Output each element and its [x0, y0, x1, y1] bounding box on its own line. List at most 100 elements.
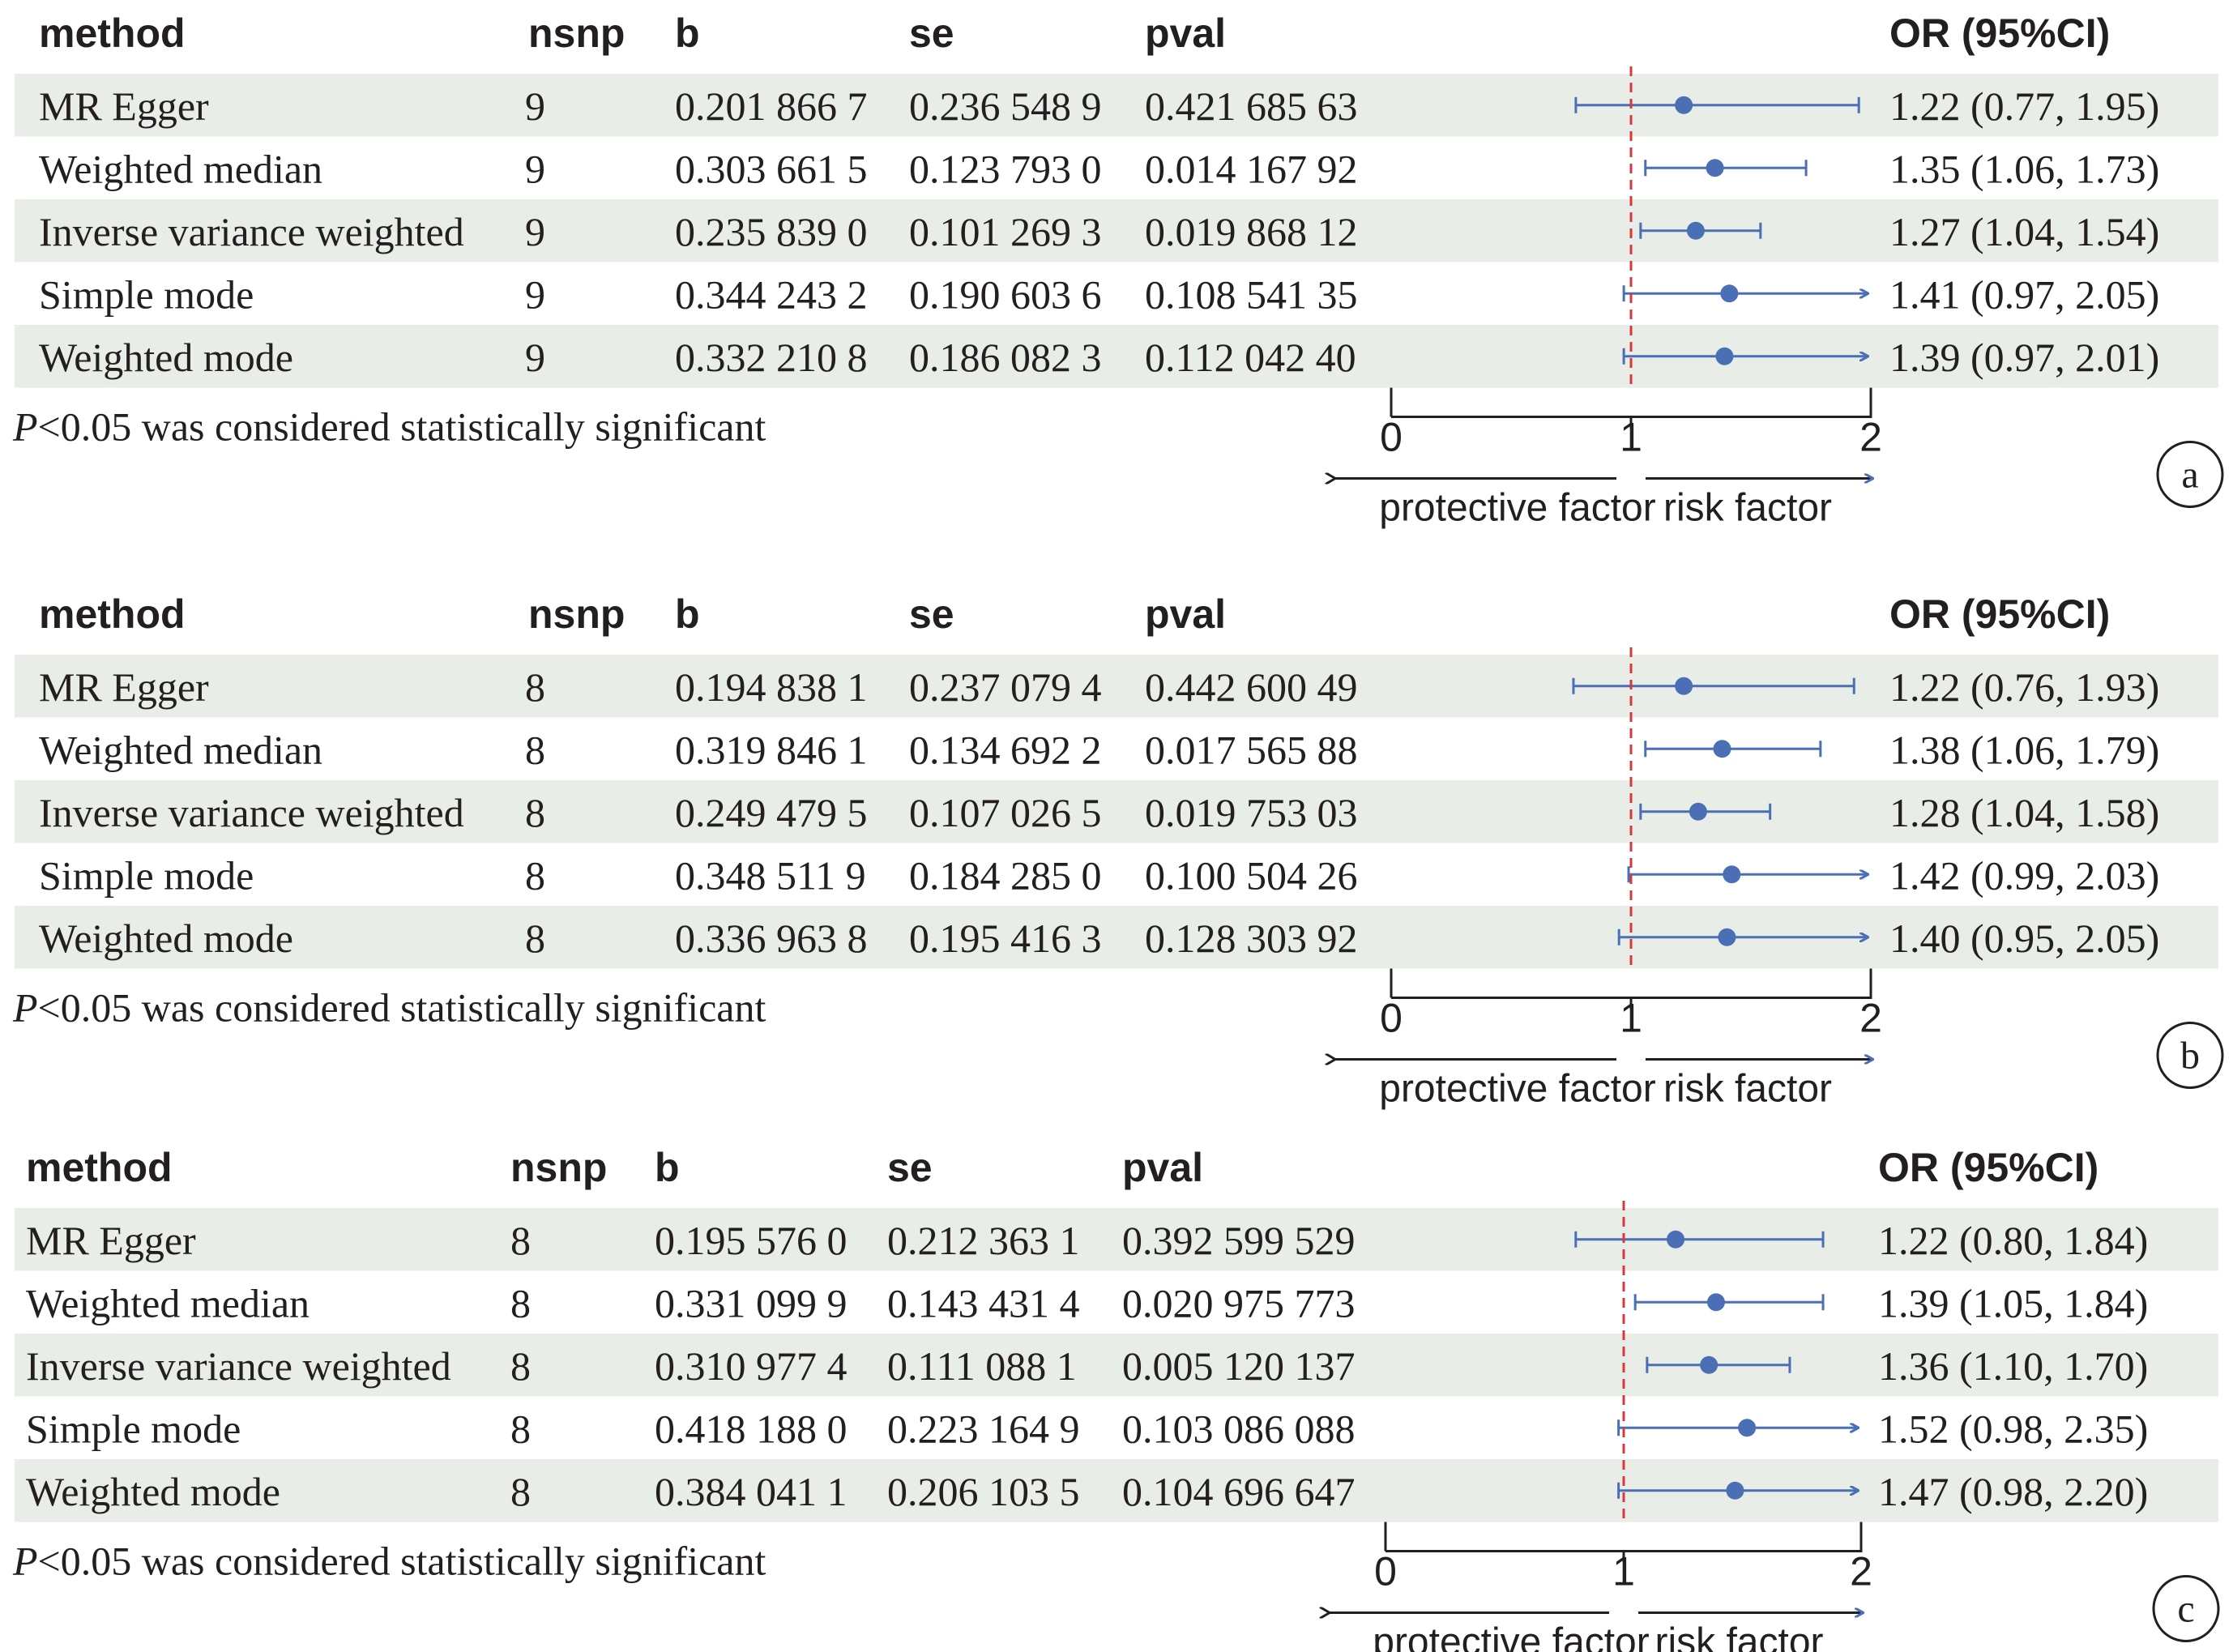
header-method: method — [39, 11, 186, 56]
header-nsnp: nsnp — [528, 591, 625, 637]
x-axis — [1390, 387, 1872, 418]
cell-se: 0.101 269 3 — [909, 209, 1102, 254]
row-shade — [15, 1334, 2218, 1397]
cell-b: 0.303 661 5 — [675, 146, 868, 191]
or-point — [1689, 802, 1707, 821]
cell-b: 0.418 188 0 — [655, 1406, 848, 1451]
footnote-p: P — [12, 404, 38, 450]
x-tick-label: 0 — [1380, 996, 1403, 1041]
or-point — [1706, 159, 1724, 177]
cell-se: 0.236 548 9 — [909, 83, 1102, 129]
cell-pval: 0.020 975 773 — [1122, 1280, 1356, 1325]
or-point — [1667, 1230, 1685, 1249]
cell-se: 0.107 026 5 — [909, 790, 1102, 835]
header-pval: pval — [1145, 591, 1226, 637]
cell-or-ci: 1.36 (1.10, 1.70) — [1878, 1343, 2148, 1389]
table-row: Inverse variance weighted 8 0.249 479 5 0.1… — [15, 780, 2218, 843]
cell-se: 0.111 088 1 — [887, 1343, 1077, 1389]
row-shade — [15, 780, 2218, 843]
cell-nsnp: 9 — [525, 146, 545, 191]
or-point — [1700, 1355, 1719, 1374]
panel-c: method nsnp b se pval OR (95%CI) MR Egger 8 0.19… — [12, 1145, 2220, 1652]
cell-pval: 0.392 599 529 — [1122, 1218, 1356, 1263]
header-b: b — [655, 1145, 680, 1190]
x-tick-label: 2 — [1859, 415, 1882, 460]
x-tick-label: 2 — [1850, 1549, 1872, 1594]
table-row: Simple mode 9 0.344 243 2 0.190 603 6 0.108 … — [39, 271, 2159, 317]
header-b: b — [675, 11, 700, 56]
header-or: OR (95%CI) — [1878, 1145, 2099, 1190]
header-method: method — [39, 591, 186, 637]
cell-or-ci: 1.27 (1.04, 1.54) — [1889, 209, 2159, 254]
cell-pval: 0.103 086 088 — [1122, 1406, 1356, 1451]
x-tick-label: 0 — [1380, 415, 1403, 460]
table-row: MR Egger 9 0.201 866 7 0.236 548 9 0.421 685… — [15, 74, 2218, 137]
cell-nsnp: 8 — [510, 1469, 531, 1514]
cell-or-ci: 1.39 (1.05, 1.84) — [1878, 1280, 2148, 1325]
cell-or-ci: 1.52 (0.98, 2.35) — [1878, 1406, 2148, 1451]
cell-method: MR Egger — [26, 1218, 196, 1263]
x-tick-label: 2 — [1859, 996, 1882, 1041]
cell-or-ci: 1.42 (0.99, 2.03) — [1889, 852, 2159, 898]
cell-se: 0.190 603 6 — [909, 271, 1102, 317]
cell-or-ci: 1.47 (0.98, 2.20) — [1878, 1469, 2148, 1514]
cell-method: Inverse variance weighted — [26, 1343, 451, 1389]
cell-method: Simple mode — [39, 271, 254, 317]
cell-b: 0.331 099 9 — [655, 1280, 848, 1325]
cell-nsnp: 8 — [525, 852, 545, 898]
cell-b: 0.249 479 5 — [675, 790, 868, 835]
cell-b: 0.384 041 1 — [655, 1469, 848, 1514]
cell-nsnp: 8 — [510, 1343, 531, 1389]
table-row: Weighted mode 9 0.332 210 8 0.186 082 3 0.11… — [15, 325, 2218, 388]
footnote-p: P — [12, 985, 38, 1031]
header-se: se — [887, 1145, 933, 1190]
header-b: b — [675, 591, 700, 637]
or-point — [1720, 284, 1739, 303]
cell-pval: 0.112 042 40 — [1145, 335, 1356, 380]
footnote: P<0.05 was considered statistically sign… — [12, 1539, 766, 1584]
cell-or-ci: 1.28 (1.04, 1.58) — [1889, 790, 2159, 835]
cell-nsnp: 8 — [525, 916, 545, 961]
or-point — [1718, 928, 1736, 946]
cell-b: 0.235 839 0 — [675, 209, 868, 254]
footnote: P<0.05 was considered statistically sign… — [12, 985, 766, 1031]
cell-se: 0.143 431 4 — [887, 1280, 1080, 1325]
row-shade — [15, 74, 2218, 137]
panel-label: b — [2180, 1035, 2200, 1078]
table-row: Weighted median 8 0.319 846 1 0.134 692 2 0.… — [39, 727, 2159, 772]
or-point — [1675, 677, 1693, 695]
cell-b: 0.194 838 1 — [675, 664, 868, 710]
cell-b: 0.310 977 4 — [655, 1343, 848, 1389]
protective-factor-label: protective factor — [1373, 1621, 1650, 1652]
row-shade — [15, 325, 2218, 388]
table-row: MR Egger 8 0.194 838 1 0.237 079 4 0.442 600… — [15, 655, 2218, 718]
row-shade — [15, 1208, 2218, 1271]
risk-factor-label: risk factor — [1663, 487, 1832, 530]
table-row: Weighted mode 8 0.336 963 8 0.195 416 3 0.12… — [15, 906, 2218, 969]
row-shade — [15, 906, 2218, 969]
cell-or-ci: 1.40 (0.95, 2.05) — [1889, 916, 2159, 961]
panel-label: a — [2181, 454, 2198, 497]
protective-factor-label: protective factor — [1379, 487, 1656, 530]
cell-nsnp: 8 — [525, 790, 545, 835]
table-row: Weighted median 8 0.331 099 9 0.143 431 4 0.… — [26, 1280, 2148, 1325]
footnote-p: P — [12, 1539, 38, 1584]
x-tick-label: 1 — [1612, 1549, 1635, 1594]
cell-se: 0.134 692 2 — [909, 727, 1102, 772]
cell-nsnp: 8 — [510, 1218, 531, 1263]
cell-pval: 0.014 167 92 — [1145, 146, 1358, 191]
cell-method: Weighted median — [39, 727, 322, 772]
cell-b: 0.195 576 0 — [655, 1218, 848, 1263]
cell-method: MR Egger — [39, 664, 209, 710]
table-row: Simple mode 8 0.348 511 9 0.184 285 0 0.100 … — [39, 852, 2159, 898]
or-point — [1675, 96, 1693, 114]
panel-label-circle — [2152, 1575, 2220, 1642]
footnote-text: <0.05 was considered statistically signi… — [38, 985, 766, 1031]
cell-pval: 0.017 565 88 — [1145, 727, 1358, 772]
cell-se: 0.123 793 0 — [909, 146, 1102, 191]
footnote-text: <0.05 was considered statistically signi… — [38, 404, 766, 450]
or-point — [1713, 740, 1731, 758]
panel-label-circle — [2156, 1022, 2224, 1089]
or-point — [1715, 347, 1734, 365]
